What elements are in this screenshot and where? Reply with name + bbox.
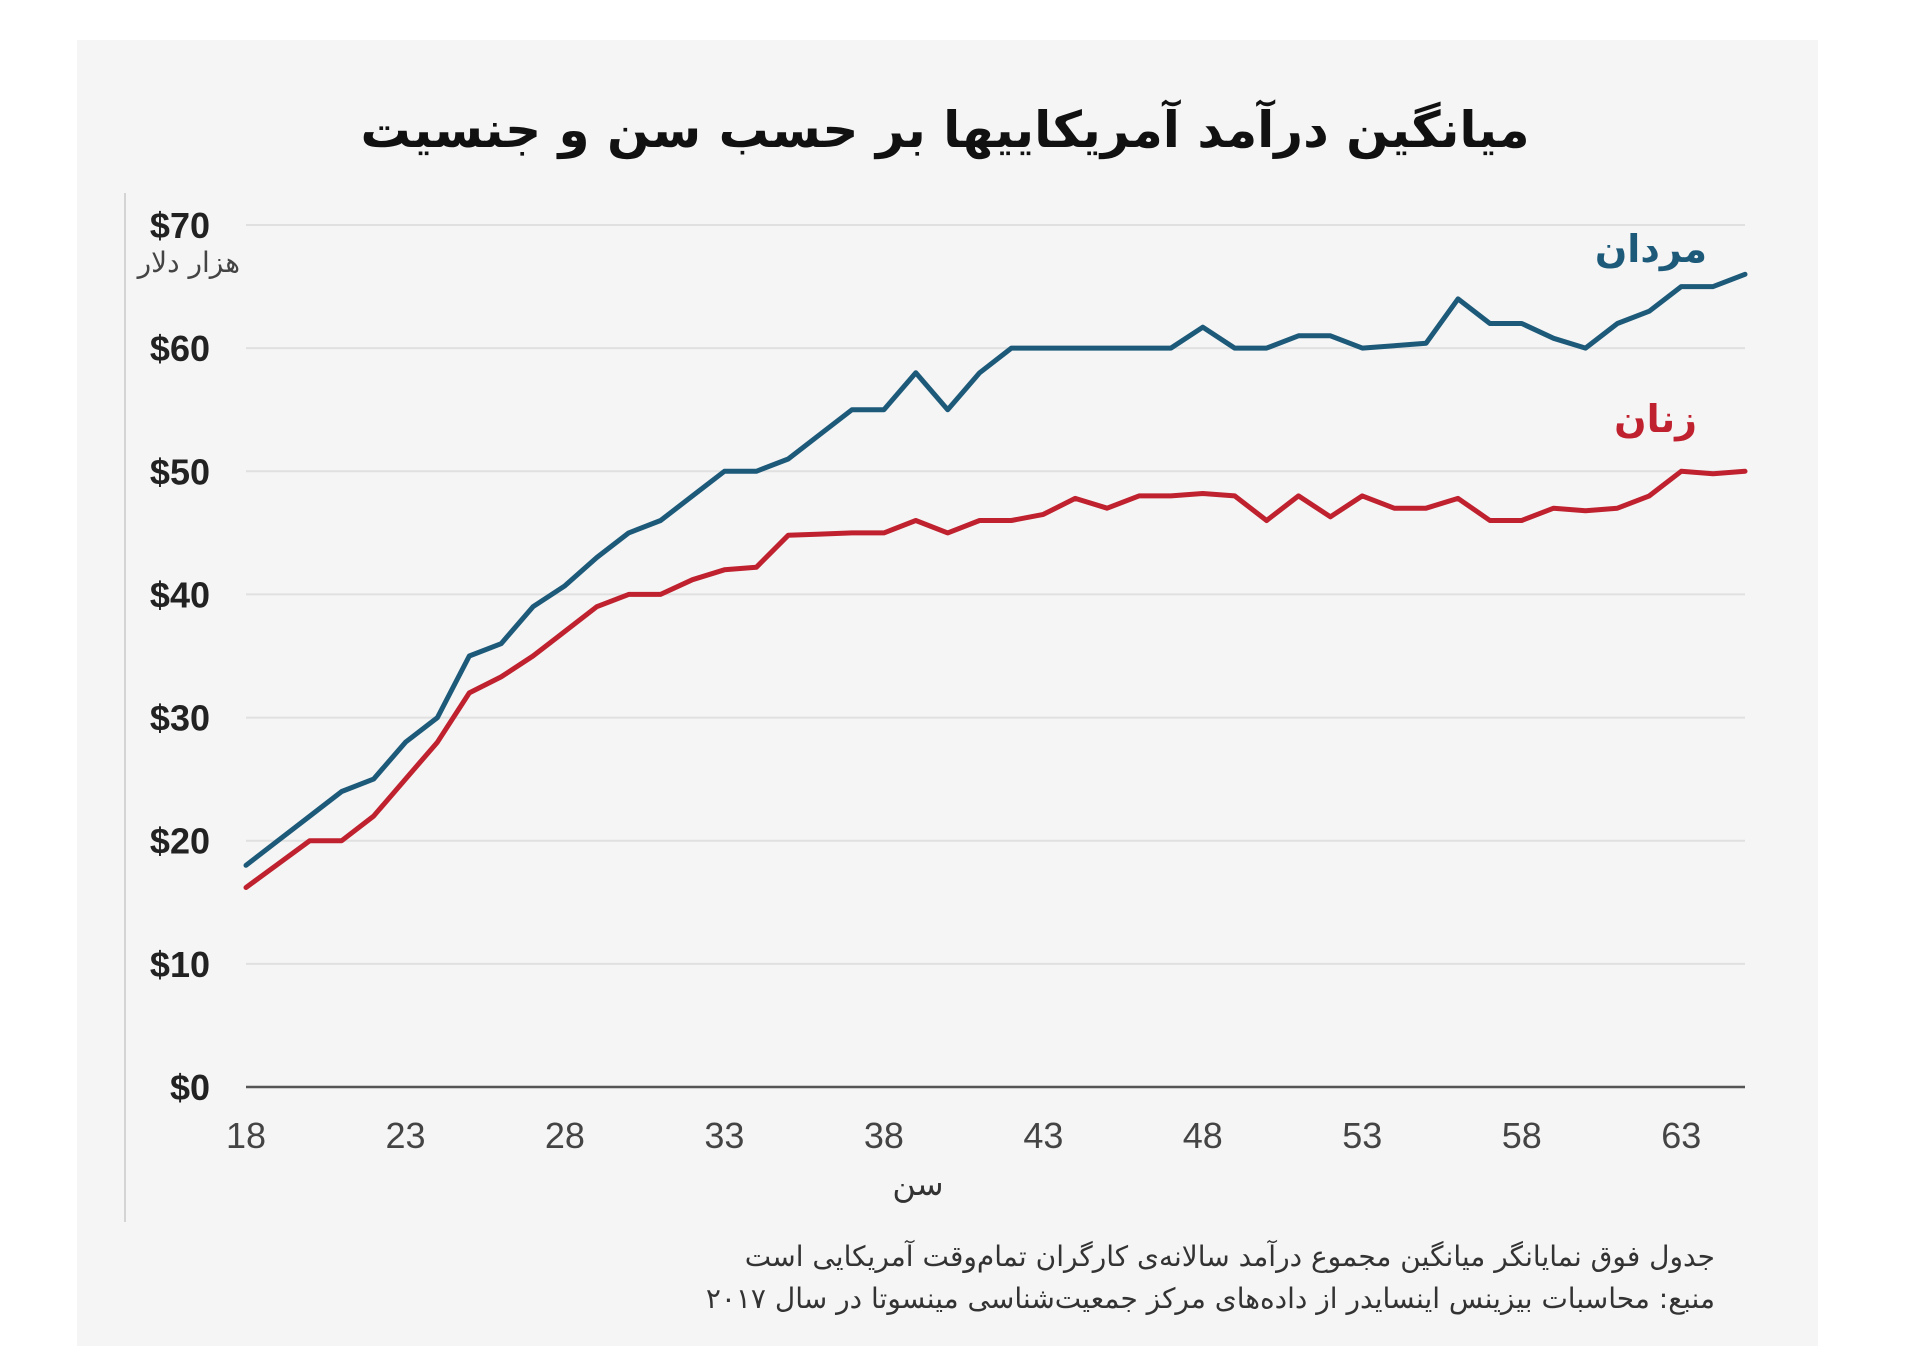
y-tick-label: $20	[150, 821, 210, 862]
footnote-line-2: منبع: محاسبات بیزینس اینسایدر از داده‌ها…	[706, 1282, 1715, 1315]
x-tick-label: 18	[226, 1115, 266, 1156]
x-tick-label: 38	[864, 1115, 904, 1156]
chart-card	[77, 40, 1818, 1346]
chart-title: میانگین درآمد آمریکاییها بر حسب سن و جنس…	[360, 99, 1529, 160]
x-axis-label: سن	[892, 1165, 943, 1203]
legend: مردان زنان	[1595, 227, 1707, 441]
legend-label-men: مردان	[1595, 227, 1707, 271]
legend-label-women: زنان	[1614, 397, 1697, 441]
x-axis-ticks: 18 23 28 33 38 43 48 53 58 63	[226, 1115, 1701, 1156]
x-tick-label: 58	[1502, 1115, 1542, 1156]
y-tick-label: $70	[150, 205, 210, 246]
footnote-line-1: جدول فوق نمایانگر میانگین مجموع درآمد سا…	[745, 1240, 1715, 1273]
x-tick-label: 33	[704, 1115, 744, 1156]
series-line-men	[243, 271, 1748, 868]
x-tick-label: 48	[1183, 1115, 1223, 1156]
series-line-women	[243, 468, 1748, 890]
x-tick-label: 23	[385, 1115, 425, 1156]
series	[243, 271, 1748, 890]
y-axis-ticks: $0 $10 $20 $30 $40 $50 $60 $70	[150, 205, 210, 1108]
y-tick-label: $50	[150, 451, 210, 492]
x-tick-label: 63	[1661, 1115, 1701, 1156]
y-tick-label: $0	[170, 1067, 210, 1108]
unit-label: هزار دلار	[136, 246, 240, 279]
y-tick-label: $60	[150, 328, 210, 369]
x-tick-label: 53	[1342, 1115, 1382, 1156]
y-tick-label: $40	[150, 574, 210, 615]
y-tick-label: $10	[150, 944, 210, 985]
x-tick-label: 28	[545, 1115, 585, 1156]
gridlines	[246, 224, 1745, 1089]
x-tick-label: 43	[1023, 1115, 1063, 1156]
y-tick-label: $30	[150, 698, 210, 739]
